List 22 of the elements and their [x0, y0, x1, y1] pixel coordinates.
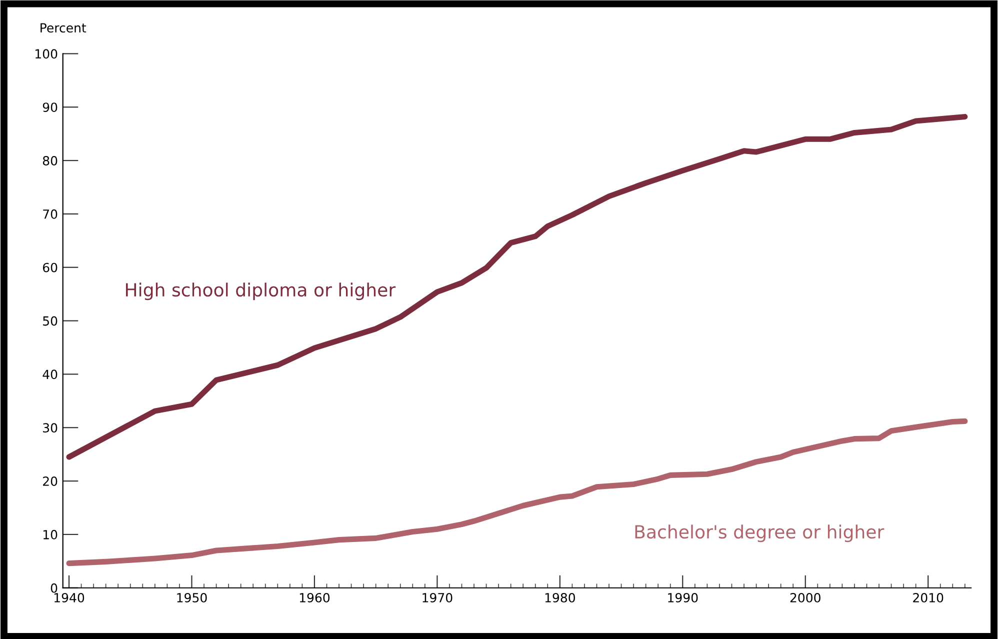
x-tick-label: 1990 — [668, 592, 698, 602]
x-tick-label: 2010 — [913, 592, 944, 602]
y-tick-label: 20 — [43, 476, 58, 486]
y-tick-label: 40 — [42, 370, 58, 380]
x-tick-label: 1950 — [177, 592, 207, 602]
x-tick-label: 2000 — [790, 592, 820, 602]
y-tick-label: 60 — [42, 262, 58, 272]
y-tick-label: 80 — [42, 156, 58, 166]
y-tick-label: 10 — [43, 530, 58, 540]
y-tick-label: 70 — [43, 209, 58, 219]
x-tick-label: 1940 — [54, 592, 84, 602]
y-axis-title: Percent — [40, 23, 86, 33]
x-tick-label: 1970 — [422, 592, 452, 602]
x-tick-label: 1980 — [545, 592, 575, 602]
y-tick-label: 30 — [43, 423, 58, 433]
text: Bachelor's degree or higher — [635, 524, 884, 542]
y-tick-label: 0 — [50, 583, 58, 593]
y-tick-label: 90 — [42, 102, 58, 112]
x-tick-label: 1960 — [300, 592, 330, 602]
series-label: High school diploma or higher — [126, 282, 396, 300]
y-tick-label: 100 — [36, 49, 58, 59]
y-tick-label: 50 — [43, 316, 58, 326]
